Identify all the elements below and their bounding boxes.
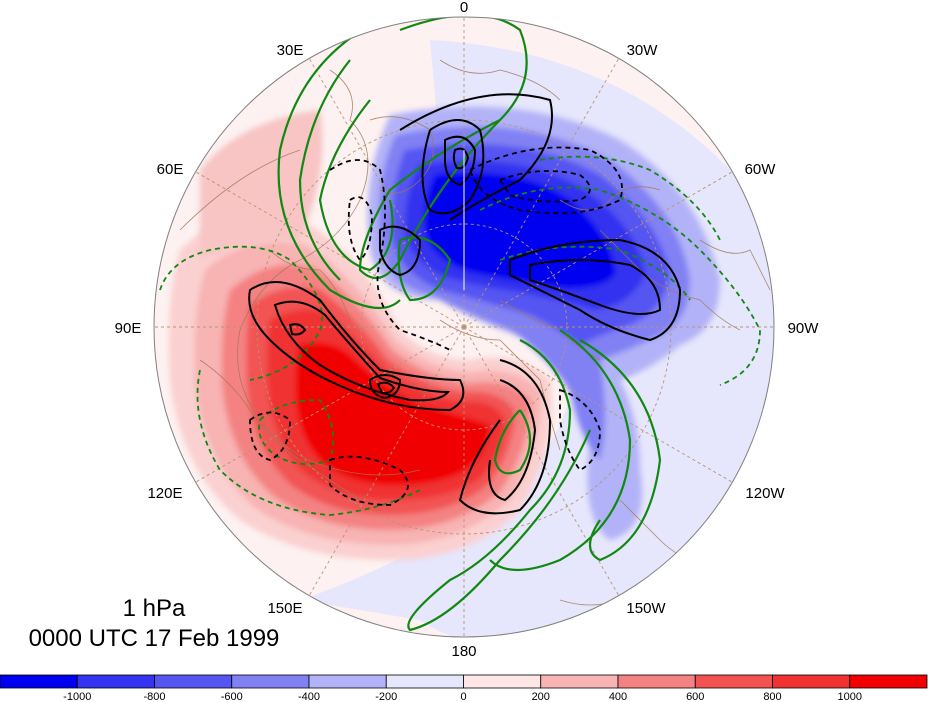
- colorbar-swatch: [385, 674, 464, 689]
- map-border: [153, 16, 775, 638]
- colorbar-swatch: [694, 674, 773, 689]
- colorbar-swatch: [154, 674, 233, 689]
- colorbar-tick-label: 200: [532, 691, 550, 702]
- colorbar-tick-label: -400: [298, 691, 320, 702]
- lon-label-60e: 60E: [157, 161, 184, 178]
- colorbar-swatch: [849, 674, 928, 689]
- colorbar-swatch: [231, 674, 310, 689]
- black-dashed-contours: [249, 146, 623, 506]
- lon-label-90w: 90W: [788, 320, 820, 337]
- colorbar-swatch: [76, 674, 155, 689]
- lon-label-150e: 150E: [267, 600, 302, 617]
- black-contours: [248, 93, 682, 515]
- colorbar-tick-label: 1000: [838, 691, 862, 702]
- lon-label-30e: 30E: [277, 42, 304, 59]
- colorbar-tick-label: 400: [609, 691, 627, 702]
- green-contours: [277, 17, 662, 632]
- colorbar-swatch: [540, 674, 619, 689]
- colorbar-swatch: [772, 674, 851, 689]
- colorbar-tick-label: -800: [143, 691, 165, 702]
- colorbar: -1000 -800 -600 -400 -200 0 200 400 600 800 1000: [0, 674, 928, 702]
- colorbar-swatch: [308, 674, 387, 689]
- datetime-title: 0000 UTC 17 Feb 1999: [29, 625, 280, 652]
- lon-label-120w: 120W: [745, 485, 785, 502]
- colorbar-tick-label: -200: [375, 691, 397, 702]
- colorbar-swatch: [617, 674, 696, 689]
- level-title: 1 hPa: [123, 595, 186, 622]
- colorbar-swatch: [0, 674, 78, 689]
- colorbar-tick-label: 600: [686, 691, 704, 702]
- lon-label-90e: 90E: [115, 320, 142, 337]
- colorbar-tick-label: 800: [763, 691, 781, 702]
- lon-label-60w: 60W: [745, 161, 777, 178]
- lon-label-120e: 120E: [147, 485, 182, 502]
- lon-label-30w: 30W: [627, 42, 659, 59]
- colorbar-tick-label: -600: [221, 691, 243, 702]
- shaded-field: [154, 17, 774, 637]
- lon-label-150w: 150W: [626, 600, 666, 617]
- colorbar-swatch: [463, 674, 542, 689]
- lon-label-180: 180: [451, 643, 476, 660]
- colorbar-tick-label: -1000: [63, 691, 91, 702]
- colorbar-tick-label: 0: [460, 691, 466, 702]
- lon-label-0: 0: [460, 0, 468, 16]
- graticule: [154, 17, 774, 637]
